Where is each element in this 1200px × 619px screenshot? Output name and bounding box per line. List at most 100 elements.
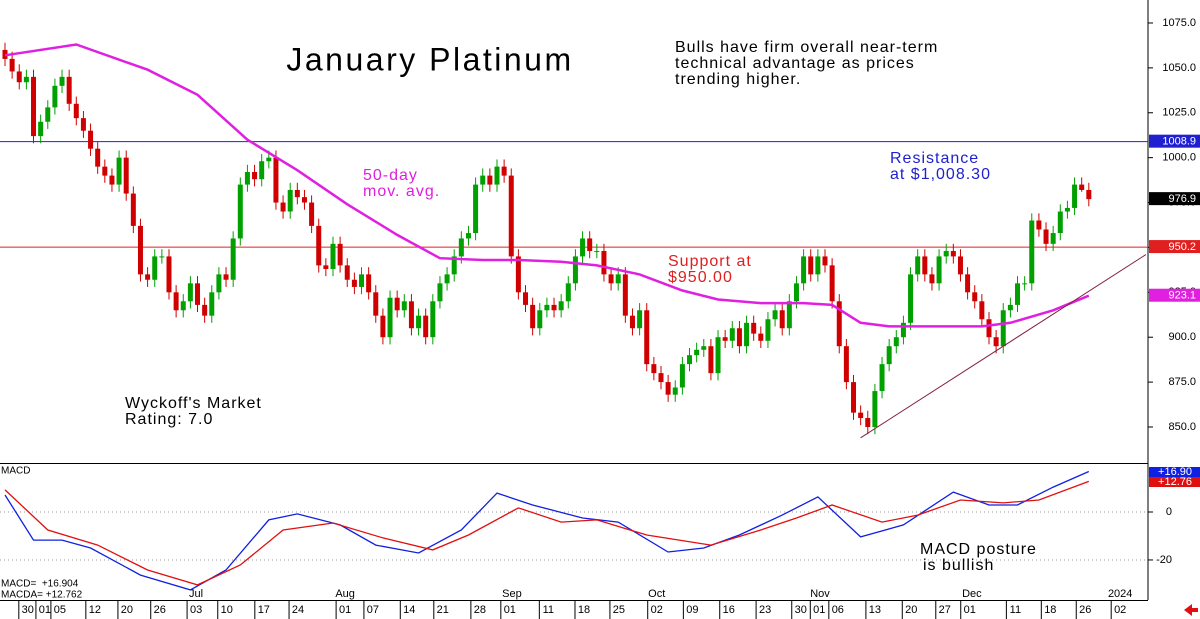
candle-body xyxy=(366,274,372,293)
x-tick-label: 11 xyxy=(1010,604,1021,616)
month-label: Nov xyxy=(810,588,830,600)
annotation: mov. avg. xyxy=(363,183,440,200)
candle-body xyxy=(301,197,307,203)
candle-body xyxy=(73,103,79,119)
last-price-label: 976.9 xyxy=(1168,193,1196,205)
x-tick-label: 12 xyxy=(89,604,101,616)
candle-body xyxy=(31,76,37,137)
candle-body xyxy=(487,175,493,185)
candle-body xyxy=(993,337,999,347)
candle-body xyxy=(793,283,799,302)
candle-body xyxy=(1079,184,1085,190)
annotation: at $1,008.30 xyxy=(890,166,991,183)
y-tick-label: 1000.0 xyxy=(1162,152,1196,164)
annotation: $950.00 xyxy=(668,269,733,286)
candle-body xyxy=(465,233,471,239)
candle-body xyxy=(972,292,978,302)
candle-body xyxy=(858,412,864,419)
candle-body xyxy=(836,301,842,347)
candle-body xyxy=(758,333,764,341)
candle-body xyxy=(900,322,906,338)
candle-body xyxy=(80,118,86,131)
candle-body xyxy=(180,301,186,311)
candle-body xyxy=(316,225,322,266)
candle-body xyxy=(736,328,742,347)
candle-body xyxy=(765,319,771,341)
candle-body xyxy=(166,256,172,293)
candle-body xyxy=(565,283,571,302)
candle-body xyxy=(458,238,464,257)
y-tick-label: -20 xyxy=(1156,554,1172,566)
x-tick-label: 24 xyxy=(292,604,304,616)
candle-body xyxy=(45,107,51,122)
macd-end-label: +12.76 xyxy=(1158,476,1192,488)
resistance-label: 1008.9 xyxy=(1162,136,1196,148)
x-tick-label: 26 xyxy=(154,604,166,616)
y-tick-label: 1075.0 xyxy=(1162,17,1196,29)
candle-body xyxy=(715,337,721,374)
candle-body xyxy=(665,382,671,395)
y-tick-label: 0 xyxy=(1166,506,1172,518)
macd-end-box xyxy=(1149,467,1200,477)
candle-body xyxy=(915,256,921,275)
candle-body xyxy=(266,157,272,162)
candle-body xyxy=(558,301,564,311)
x-tick-label: 14 xyxy=(403,604,415,616)
x-tick-label: 20 xyxy=(905,604,917,616)
x-tick-label: 25 xyxy=(613,604,625,616)
moving-average xyxy=(4,43,1090,328)
support-label: 950.2 xyxy=(1168,241,1196,253)
candle-body xyxy=(416,315,422,329)
x-tick-label: 10 xyxy=(221,604,233,616)
candle-body xyxy=(872,391,878,427)
candle-body xyxy=(216,274,222,293)
candle-body xyxy=(637,310,643,329)
candle-body xyxy=(644,310,650,365)
x-tick-label: 20 xyxy=(121,604,133,616)
x-tick-label: 01 xyxy=(964,604,976,616)
x-tick-label: 06 xyxy=(832,604,844,616)
candle-body xyxy=(195,283,201,305)
candle-body xyxy=(501,166,507,176)
candle-body xyxy=(537,310,543,329)
annotation: Bulls have firm overall near-term xyxy=(675,39,938,56)
x-tick-label: 21 xyxy=(437,604,449,616)
month-label: 2024 xyxy=(1108,588,1132,600)
x-tick-label: 05 xyxy=(54,604,66,616)
candle-body xyxy=(159,256,165,258)
candle-body xyxy=(879,364,885,392)
support-label-box xyxy=(1149,240,1200,254)
candle-body xyxy=(908,274,914,323)
candle-body xyxy=(587,238,593,252)
candle-body xyxy=(359,274,365,287)
candle-body xyxy=(52,85,58,108)
candle-body xyxy=(1086,189,1092,200)
candle-body xyxy=(451,256,457,275)
x-tick-label: 23 xyxy=(759,604,771,616)
candle-body xyxy=(430,301,436,338)
candle-body xyxy=(330,243,336,269)
x-tick-label: 01 xyxy=(813,604,825,616)
x-tick-label: 18 xyxy=(578,604,590,616)
candle-body xyxy=(237,184,243,239)
macd-end-box xyxy=(1149,477,1200,487)
candle-body xyxy=(1057,211,1063,234)
nav-arrow[interactable] xyxy=(1184,604,1198,616)
trendline xyxy=(860,254,1147,439)
candle-body xyxy=(515,256,521,293)
candle-body xyxy=(672,387,678,395)
macd-end-label: +16.90 xyxy=(1158,466,1192,478)
x-tick-label: 17 xyxy=(258,604,270,616)
candle-body xyxy=(530,304,536,329)
candle-body xyxy=(102,166,108,176)
annotation: is bullish xyxy=(923,557,994,574)
x-tick-label: 09 xyxy=(686,604,698,616)
candle-body xyxy=(252,172,258,180)
candle-body xyxy=(851,382,857,413)
candle-body xyxy=(16,71,22,83)
candle-body xyxy=(423,315,429,338)
last-price-label-box xyxy=(1149,192,1200,206)
candle-body xyxy=(687,355,693,365)
candle-body xyxy=(344,265,350,280)
